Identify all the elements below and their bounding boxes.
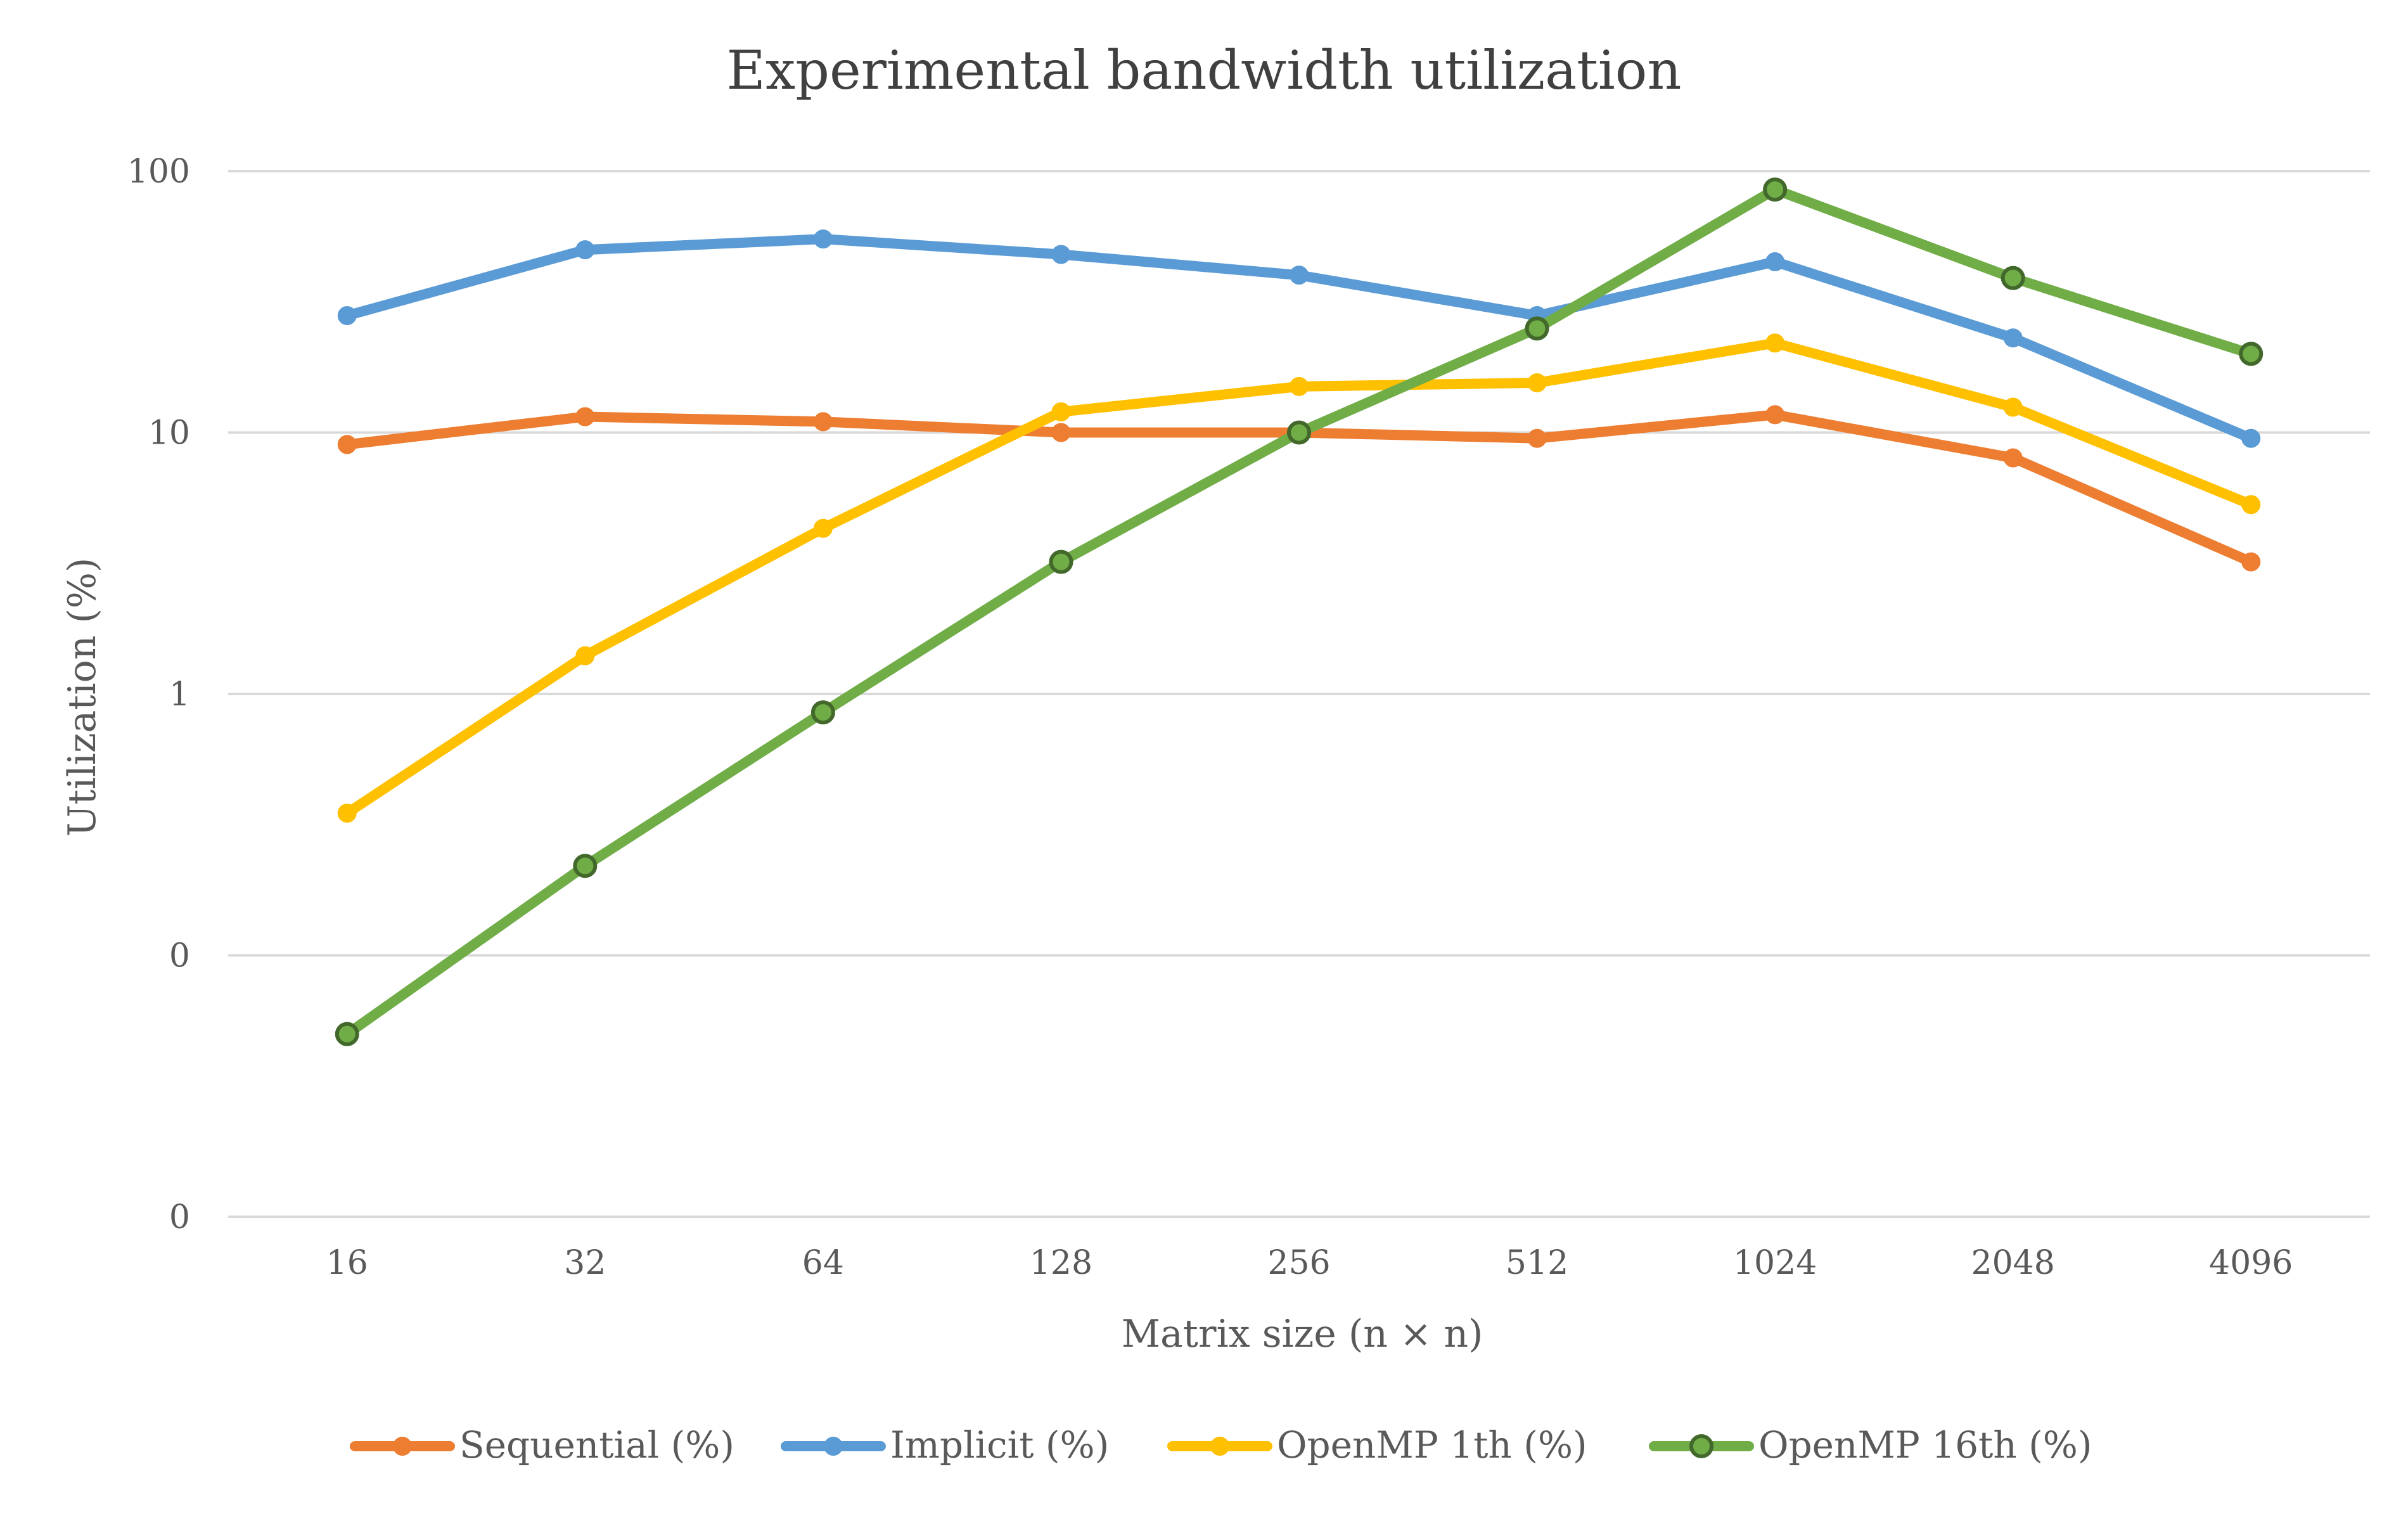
data-series [335,177,2264,1046]
legend-marker [1210,1437,1229,1456]
y-tick-label: 10 [148,414,190,452]
data-point [337,306,357,326]
legend-item: Sequential (%) [350,1423,734,1466]
legend-item: OpenMP 1th (%) [1167,1423,1587,1466]
x-tick-label: 64 [802,1244,844,1282]
data-point [337,804,357,823]
y-axis-title: Utilization (%) [60,558,105,837]
series-3 [335,177,2264,1046]
y-tick-label: 100 [127,153,190,191]
data-point [1051,423,1071,442]
legend-marker [393,1437,412,1456]
data-point [1527,428,1547,448]
x-tick-label: 4096 [2209,1244,2293,1282]
x-tick-label: 128 [1030,1244,1092,1282]
x-axis-title: Matrix size (n × n) [1122,1312,1483,1356]
data-point [1525,316,1549,341]
data-point [1765,405,1785,425]
data-point [2241,552,2261,572]
y-tick-label: 1 [169,676,190,714]
data-point [575,646,595,665]
data-point [2001,266,2025,290]
data-point [810,700,835,725]
data-point [1287,420,1311,445]
y-tick-label: 0 [169,937,190,975]
data-point [1051,402,1071,421]
data-point [1765,333,1785,353]
gridlines [228,170,2370,1218]
legend-label: Implicit (%) [890,1423,1109,1466]
x-tick-label: 2048 [1971,1244,2054,1282]
x-axis-tick-labels: 16 32 64 128 256 512 1024 2048 4096 [326,1244,2293,1282]
data-point [2239,342,2264,366]
legend-item: Implicit (%) [781,1423,1109,1466]
legend-marker [824,1437,843,1456]
data-point [2241,428,2261,448]
data-point [1290,266,1309,285]
legend: Sequential (%) Implicit (%) OpenMP 1th (%)… [350,1423,2092,1466]
data-point [813,412,833,432]
y-tick-label: 0 [169,1198,190,1236]
legend-label: Sequential (%) [459,1423,734,1466]
data-point [2003,328,2023,348]
data-point [1765,252,1785,272]
data-point [813,229,833,249]
data-point [1763,177,1788,202]
x-tick-label: 1024 [1733,1244,1817,1282]
x-tick-label: 16 [326,1244,368,1282]
series-2 [337,333,2261,823]
x-tick-label: 32 [564,1244,606,1282]
data-point [573,854,598,878]
data-point [2003,397,2023,417]
data-point [813,518,833,538]
data-point [575,240,595,260]
legend-label: OpenMP 1th (%) [1277,1423,1587,1466]
legend-marker [1689,1434,1713,1458]
data-point [335,1022,359,1046]
series-line [342,184,2257,1039]
data-point [2241,495,2261,515]
data-point [1049,549,1073,574]
x-tick-label: 256 [1267,1244,1330,1282]
x-tick-label: 512 [1506,1244,1568,1282]
data-point [1290,376,1309,396]
chart-title: Experimental bandwidth utilization [727,39,1682,101]
data-point [575,407,595,427]
data-point [1051,245,1071,264]
data-point [1527,373,1547,392]
data-point [2003,448,2023,468]
data-point [337,435,357,454]
legend-item: OpenMP 16th (%) [1649,1423,2092,1466]
legend-label: OpenMP 16th (%) [1758,1423,2092,1466]
